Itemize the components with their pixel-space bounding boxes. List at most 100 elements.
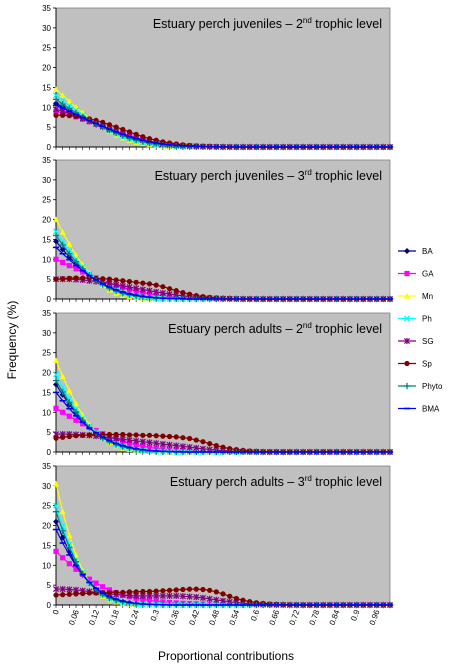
data-point — [126, 278, 133, 285]
data-point — [207, 441, 213, 447]
series-bma — [52, 104, 394, 148]
data-point — [100, 584, 106, 590]
data-point — [179, 443, 186, 450]
data-point — [173, 592, 180, 599]
x-tick-label: 0.72 — [288, 608, 302, 626]
data-point — [247, 599, 253, 605]
data-point — [119, 443, 126, 450]
panel-title-sup: nd — [303, 321, 312, 330]
data-point — [160, 139, 166, 145]
data-point — [187, 586, 193, 592]
data-point — [220, 444, 226, 450]
y-tick-label: 25 — [42, 44, 51, 53]
plot-area — [55, 465, 391, 606]
data-point — [126, 440, 133, 446]
legend-item-ba: BA — [398, 247, 433, 256]
data-point — [159, 141, 166, 149]
data-point — [213, 589, 219, 595]
data-point — [206, 595, 213, 602]
data-point — [173, 434, 179, 440]
data-point — [126, 129, 133, 135]
y-tick-label: 25 — [42, 349, 51, 358]
legend-marker — [403, 337, 411, 345]
data-point — [140, 596, 146, 603]
data-point — [159, 440, 166, 448]
data-point — [166, 441, 173, 448]
data-point — [66, 399, 73, 406]
data-point — [140, 290, 146, 296]
panel-title-main: Estuary perch adults – 3 — [170, 475, 305, 489]
data-point — [126, 432, 133, 438]
y-tick-label: 10 — [42, 103, 51, 112]
data-point — [53, 435, 59, 441]
legend-label: Phyto — [422, 382, 443, 391]
data-point — [72, 258, 80, 265]
x-tick-label: 0.24 — [127, 608, 141, 626]
data-point — [159, 289, 166, 297]
data-point — [52, 586, 60, 593]
data-point — [166, 587, 173, 593]
x-tick-label: 0.78 — [308, 608, 322, 626]
data-point — [80, 432, 86, 438]
y-tick-label: 30 — [42, 329, 51, 338]
x-tick-label: 0.42 — [187, 608, 201, 626]
data-point — [66, 250, 73, 257]
legend-item-phyto: Phyto — [398, 382, 443, 391]
series-bma — [52, 528, 394, 606]
data-point — [126, 436, 133, 444]
data-point — [166, 592, 173, 599]
data-point — [166, 142, 173, 149]
data-point — [146, 432, 153, 438]
data-point — [53, 592, 59, 598]
data-point — [119, 436, 126, 443]
data-point — [59, 373, 66, 380]
data-point — [187, 435, 193, 442]
legend-label: GA — [422, 270, 434, 279]
data-point — [160, 284, 166, 290]
y-tick-label: 35 — [42, 309, 51, 318]
chart-panel-1: 0 5 10 15 20 25 30 35 Estuary perch juveniles – … — [42, 4, 394, 152]
data-point — [200, 439, 206, 445]
y-tick-label: 5 — [47, 275, 52, 284]
legend-marker — [404, 248, 410, 254]
data-point — [52, 96, 60, 103]
chart-panel-2: 0 5 10 15 20 25 30 35 Estuary perch juveniles – … — [42, 156, 394, 304]
panel-title-sup: rd — [305, 168, 312, 177]
y-tick-label: 35 — [42, 156, 51, 165]
data-point — [59, 241, 66, 249]
data-point — [193, 293, 199, 299]
y-tick-label: 20 — [42, 216, 51, 225]
panel-title: Estuary perch juveniles – 3rd trophic le… — [155, 168, 382, 183]
y-tick-label: 35 — [42, 462, 51, 471]
data-point — [52, 92, 60, 99]
data-point — [73, 417, 79, 423]
y-tick-label: 30 — [42, 482, 51, 491]
data-point — [66, 544, 73, 551]
data-point — [133, 442, 139, 448]
data-point — [59, 229, 66, 235]
data-point — [193, 593, 200, 601]
y-tick-label: 30 — [42, 176, 51, 185]
y-tick-label: 15 — [42, 541, 51, 550]
panel-title: Estuary perch adults – 2nd trophic level — [168, 321, 382, 336]
panel-title-sup: rd — [305, 474, 312, 483]
data-point — [133, 589, 139, 595]
data-point — [66, 275, 72, 281]
data-point — [119, 282, 126, 289]
data-point — [113, 589, 119, 595]
data-point — [126, 445, 133, 452]
data-point — [187, 291, 193, 297]
data-point — [53, 405, 59, 411]
legend-label: SG — [422, 337, 434, 346]
panel-title-end: trophic level — [312, 169, 382, 183]
data-point — [60, 434, 66, 440]
panel-title-end: trophic level — [312, 475, 382, 489]
legend-marker — [403, 382, 411, 390]
data-point — [173, 587, 179, 593]
plot-area — [55, 159, 391, 300]
data-point — [213, 443, 219, 449]
data-point — [60, 112, 66, 118]
data-point — [119, 599, 126, 606]
chart-panel-3: 0 5 10 15 20 25 30 35 Estuary perch adults – 2nd… — [42, 309, 394, 457]
